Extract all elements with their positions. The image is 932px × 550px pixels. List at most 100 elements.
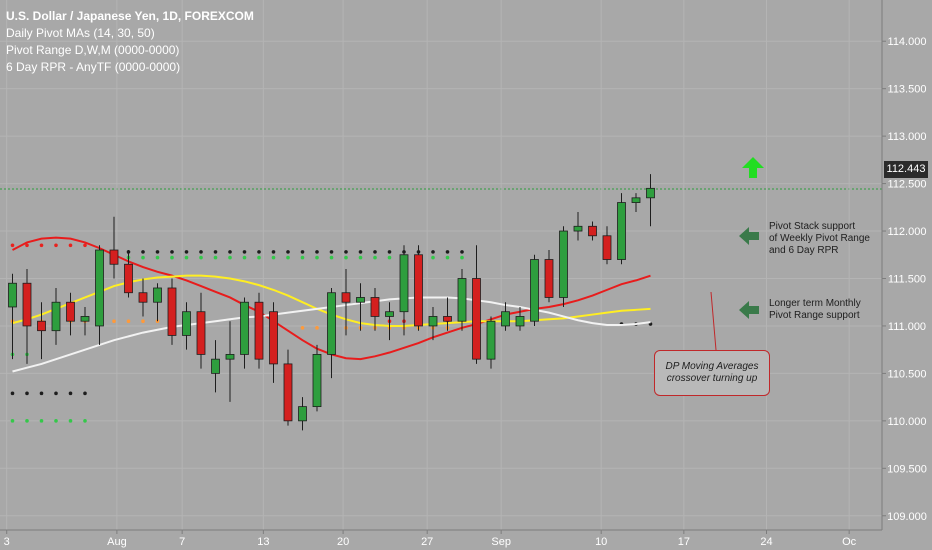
pivot-dot <box>242 250 247 254</box>
time-tick-label: 7 <box>179 536 185 548</box>
indicator-pivot-mas[interactable]: Daily Pivot MAs (14, 30, 50) <box>6 26 155 40</box>
pivot-dot <box>257 255 261 260</box>
candle-body <box>544 259 554 298</box>
indicator-pivot-range[interactable]: Pivot Range D,W,M (0000-0000) <box>6 43 180 57</box>
pivot-dot <box>54 243 58 248</box>
pivot-dot <box>155 250 160 254</box>
callout-pointer <box>710 291 717 351</box>
time-axis: 3 Aug 7 13 20 27 Sep 10 17 24 Oc <box>0 529 882 548</box>
pivot-dot <box>54 391 58 396</box>
time-tick-label: Aug <box>107 536 127 548</box>
monthly-pivot-note-line: Longer term Monthly <box>769 298 861 309</box>
pivot-dot <box>286 250 290 254</box>
pivot-stack-note: Pivot Stack support of Weekly Pivot Rang… <box>769 221 870 257</box>
candle-body <box>240 301 249 355</box>
pivot-stack-pointer-icon <box>739 227 759 245</box>
pivot-dot <box>10 391 15 396</box>
pivot-dot <box>83 419 87 423</box>
pivot-dot <box>460 250 464 254</box>
candle-body <box>646 187 655 199</box>
pivot-dot <box>242 255 247 260</box>
pivot-dot <box>39 391 44 396</box>
pivot-dot <box>39 243 44 248</box>
pivot-dot <box>68 391 73 396</box>
candle-body <box>95 249 104 327</box>
arrows <box>710 157 764 351</box>
candle-body <box>530 259 539 322</box>
pivot-dot <box>271 250 276 254</box>
candle-body <box>486 320 496 360</box>
pivot-dot <box>68 419 73 423</box>
pivot-dot <box>141 255 145 260</box>
pivot-dot <box>25 391 29 396</box>
candle-body <box>515 316 525 327</box>
pivot-dot <box>344 250 348 254</box>
time-tick-label: 10 <box>595 536 607 548</box>
monthly-pivot-note-line: Pivot Range support <box>769 310 860 321</box>
buy-signal-arrow-icon <box>742 157 764 178</box>
current-price-label: 112.443 <box>884 161 928 178</box>
pivot-dot <box>83 391 87 396</box>
pivot-dot <box>228 255 232 260</box>
pivot-dot <box>431 250 435 254</box>
time-tick-label: 20 <box>337 536 349 548</box>
pivot-dot <box>387 255 392 260</box>
pivot-dot <box>54 419 58 423</box>
monthly-pivot-note: Longer term Monthly Pivot Range support <box>769 298 861 322</box>
pivot-dot <box>329 255 334 260</box>
pivot-dot <box>39 419 44 423</box>
candle-body <box>254 301 264 360</box>
candle-body <box>327 292 336 355</box>
pivot-dot <box>460 255 464 260</box>
price-tick-label: 109.000 <box>887 511 927 523</box>
price-axis: 114.000 113.500 113.000 112.500 112.000 111.5… <box>881 0 927 530</box>
candle-body <box>124 263 133 294</box>
candle-body <box>472 278 481 360</box>
symbol-title[interactable]: U.S. Dollar / Japanese Yen, 1D, FOREXCOM <box>6 9 254 23</box>
candle-body <box>356 297 365 303</box>
pivot-dot <box>431 255 435 260</box>
pivot-dot <box>300 326 305 330</box>
price-tick-label: 114.000 <box>888 36 927 48</box>
candle-body <box>211 358 220 374</box>
candle-body <box>182 311 191 336</box>
time-tick-label: 13 <box>257 536 269 548</box>
pivot-dot <box>213 250 218 254</box>
pivot-dot <box>25 419 29 423</box>
candle-body <box>385 311 394 317</box>
pivot-stack-note-line: of Weekly Pivot Range <box>769 233 870 244</box>
pivot-dot <box>213 255 218 260</box>
pivot-dot <box>141 250 145 254</box>
monthly-pivot-pointer-icon <box>739 301 759 319</box>
pivot-dot <box>83 243 87 248</box>
pivot-dot <box>25 243 29 248</box>
time-tick-label: Sep <box>491 536 511 548</box>
candle-body <box>370 297 380 317</box>
pivot-dot <box>68 243 73 248</box>
callout-line: crossover turning up <box>666 373 758 384</box>
indicator-rpr[interactable]: 6 Day RPR - AnyTF (0000-0000) <box>6 60 181 74</box>
pivot-dot <box>228 250 232 254</box>
pivot-stack-note-line: Pivot Stack support <box>769 221 856 232</box>
candle-body <box>51 301 61 332</box>
candle-body <box>269 311 278 365</box>
price-tick-label: 110.000 <box>888 416 927 428</box>
candle-body <box>501 311 510 327</box>
pivot-dot <box>10 419 15 423</box>
price-tick-label: 112.000 <box>888 226 927 238</box>
candle-body <box>617 202 626 260</box>
chart-legend: U.S. Dollar / Japanese Yen, 1D, FOREXCOM… <box>6 8 254 76</box>
candle-body <box>196 311 206 355</box>
candle-body <box>588 225 597 237</box>
pivot-dot <box>315 250 319 254</box>
candle-body <box>225 354 235 360</box>
candle-body <box>37 320 46 332</box>
pivot-dot <box>199 255 203 260</box>
pivot-dot <box>199 250 203 254</box>
time-tick-label: 3 <box>4 536 10 548</box>
pivot-dot <box>445 250 450 254</box>
ma-crossover-callout: DP Moving Averages crossover turning up <box>654 350 770 396</box>
price-tick-label: 111.500 <box>888 273 926 285</box>
pivot-dot <box>445 255 450 260</box>
